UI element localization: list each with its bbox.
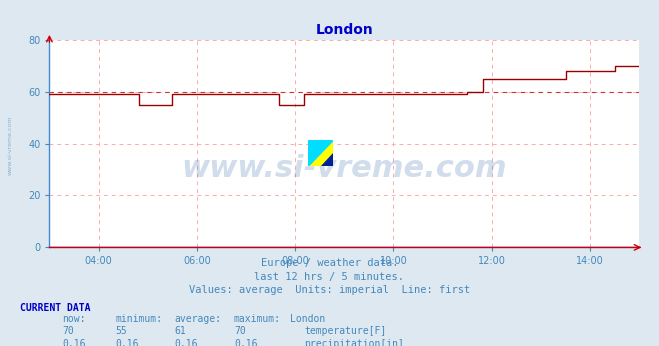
Text: 0.16: 0.16 (115, 339, 139, 346)
Text: 70: 70 (63, 326, 74, 336)
Text: average:: average: (175, 314, 221, 324)
Text: temperature[F]: temperature[F] (304, 326, 387, 336)
Text: 55: 55 (115, 326, 127, 336)
Text: now:: now: (63, 314, 86, 324)
Text: Values: average  Units: imperial  Line: first: Values: average Units: imperial Line: fi… (189, 285, 470, 295)
Text: www.si-vreme.com: www.si-vreme.com (181, 154, 507, 183)
Polygon shape (321, 153, 333, 166)
Polygon shape (308, 140, 333, 166)
Text: last 12 hrs / 5 minutes.: last 12 hrs / 5 minutes. (254, 272, 405, 282)
Polygon shape (308, 140, 333, 166)
Text: www.si-vreme.com: www.si-vreme.com (8, 116, 13, 175)
Text: Europe / weather data.: Europe / weather data. (261, 258, 398, 268)
Text: London: London (290, 314, 325, 324)
Title: London: London (316, 23, 373, 37)
Text: 0.16: 0.16 (234, 339, 258, 346)
Text: 0.16: 0.16 (63, 339, 86, 346)
Text: 0.16: 0.16 (175, 339, 198, 346)
Text: CURRENT DATA: CURRENT DATA (20, 303, 90, 313)
Text: 70: 70 (234, 326, 246, 336)
Text: precipitation[in]: precipitation[in] (304, 339, 405, 346)
Text: 61: 61 (175, 326, 186, 336)
Text: maximum:: maximum: (234, 314, 281, 324)
Text: minimum:: minimum: (115, 314, 162, 324)
